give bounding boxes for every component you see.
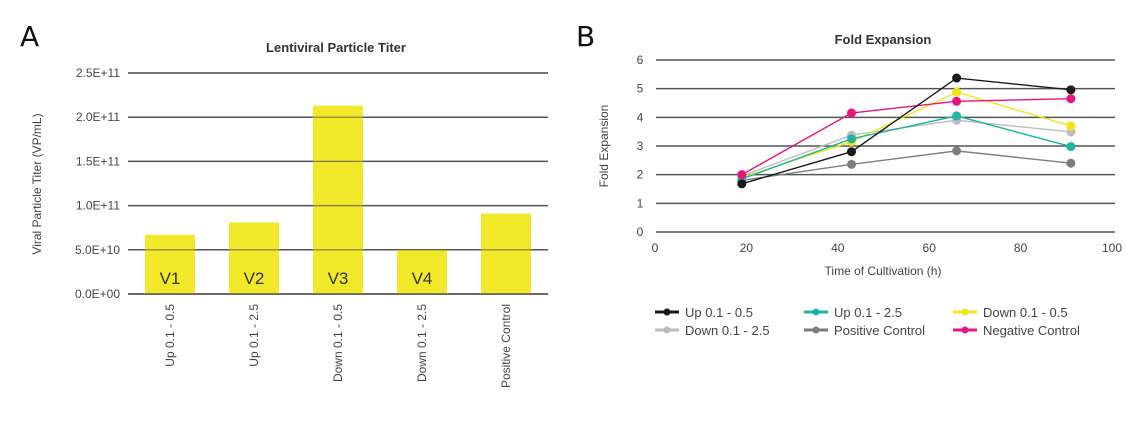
- legend-label: Up 0.1 - 2.5: [834, 305, 902, 320]
- legend-label: Negative Control: [983, 323, 1080, 338]
- chart-a-ytick-label: 1.5E+11: [76, 154, 120, 168]
- bar-label: V4: [412, 269, 433, 288]
- chart-a-title: Lentiviral Particle Titer: [266, 40, 406, 55]
- data-point: [847, 159, 857, 169]
- chart-b-xtick-label: 20: [740, 241, 754, 255]
- panel-letter-b: B: [576, 20, 595, 53]
- chart-b-ytick-label: 5: [637, 82, 644, 96]
- chart-b-xlabel: Time of Cultivation (h): [825, 264, 942, 278]
- data-point: [1066, 121, 1076, 131]
- data-point: [952, 73, 962, 83]
- bar-5: [481, 213, 531, 294]
- data-point: [1066, 142, 1076, 152]
- data-point: [952, 87, 962, 97]
- chart-a-xtick-label: Up 0.1 - 2.5: [247, 304, 261, 367]
- legend-item: Positive Control: [804, 323, 925, 338]
- chart-a-ytick-label: 1.0E+11: [76, 199, 120, 213]
- legend-item: Up 0.1 - 2.5: [804, 305, 902, 320]
- series-line: [741, 115, 1072, 180]
- bar-label: V1: [160, 269, 181, 288]
- chart-b-ylabel: Fold Expansion: [597, 105, 611, 188]
- series-line: [741, 98, 1071, 176]
- legend-swatch-marker: [961, 308, 969, 316]
- legend-label: Down 0.1 - 2.5: [685, 323, 770, 338]
- legend-swatch-marker: [663, 308, 671, 316]
- data-point: [847, 134, 857, 144]
- bar-1: [145, 234, 195, 294]
- chart-a-xtick-label: Down 0.1 - 0.5: [331, 304, 345, 382]
- legend-swatch-marker: [663, 326, 671, 334]
- chart-a-xtick-label: Up 0.1 - 0.5: [163, 304, 177, 367]
- chart-a-xtick-label: Positive Control: [499, 304, 513, 388]
- legend-item: Down 0.1 - 0.5: [953, 305, 1068, 320]
- legend-label: Positive Control: [834, 323, 925, 338]
- data-point: [952, 146, 962, 156]
- bar-label: V3: [328, 269, 349, 288]
- series-negative-control: [737, 94, 1076, 180]
- data-point: [952, 111, 962, 121]
- data-point: [1066, 85, 1076, 95]
- data-point: [847, 108, 857, 118]
- data-point: [1066, 158, 1076, 168]
- series-up-0-1-0-5: [737, 73, 1076, 189]
- series-up-0-1-2-5: [737, 111, 1076, 184]
- legend-item: Negative Control: [953, 323, 1080, 338]
- chart-b-ytick-label: 3: [637, 139, 644, 153]
- bar-2: [229, 222, 279, 294]
- chart-b-xtick-label: 100: [1102, 241, 1122, 255]
- chart-b-ytick-label: 6: [637, 53, 644, 67]
- chart-b-legend: Up 0.1 - 0.5 Up 0.1 - 2.5 Down 0.1 - 0.5 Do…: [655, 305, 1080, 338]
- line-chart-fold-expansion: Fold Expansion Fold Expansion Time of Cu…: [597, 32, 1122, 338]
- chart-a-ylabel: Viral Particle Titer (VP/mL): [30, 113, 44, 254]
- legend-item: Up 0.1 - 0.5: [655, 305, 753, 320]
- chart-b-xtick-label: 0: [652, 241, 659, 255]
- chart-a-xtick-label: Down 0.1 - 2.5: [415, 304, 429, 382]
- chart-b-xtick-label: 80: [1014, 241, 1028, 255]
- chart-b-ytick-label: 4: [637, 110, 644, 124]
- legend-item: Down 0.1 - 2.5: [655, 323, 770, 338]
- bar-4: [397, 249, 447, 294]
- chart-a-ytick-label: 5.0E+10: [75, 243, 120, 257]
- series-positive-control: [737, 146, 1076, 185]
- chart-b-title: Fold Expansion: [835, 32, 932, 47]
- series-line: [741, 77, 1071, 185]
- bar-chart-titer: Lentiviral Particle Titer Viral Particle…: [30, 40, 548, 388]
- legend-swatch-marker: [812, 326, 820, 334]
- series-line: [741, 119, 1071, 177]
- legend-label: Down 0.1 - 0.5: [983, 305, 1068, 320]
- chart-b-ytick-label: 1: [637, 196, 644, 210]
- chart-b-ytick-label: 2: [637, 168, 644, 182]
- chart-a-ytick-label: 2.0E+11: [76, 110, 120, 124]
- chart-a-ytick-label: 2.5E+11: [76, 66, 120, 80]
- data-point: [1066, 94, 1076, 104]
- series-line: [741, 150, 1071, 182]
- chart-b-ytick-label: 0: [637, 225, 644, 239]
- chart-b-xtick-label: 40: [831, 241, 845, 255]
- panel-letter-a: A: [20, 20, 39, 53]
- data-point: [737, 170, 747, 180]
- legend-swatch-marker: [812, 308, 820, 316]
- series-line: [741, 91, 1072, 179]
- data-point: [952, 96, 962, 106]
- legend-swatch-marker: [961, 326, 969, 334]
- data-point: [847, 147, 857, 157]
- data-point: [737, 179, 747, 189]
- chart-a-ytick-label: 0.0E+00: [75, 287, 120, 301]
- bar-label: V2: [244, 269, 265, 288]
- bar-3: [313, 105, 363, 294]
- legend-label: Up 0.1 - 0.5: [685, 305, 753, 320]
- chart-b-xtick-label: 60: [923, 241, 937, 255]
